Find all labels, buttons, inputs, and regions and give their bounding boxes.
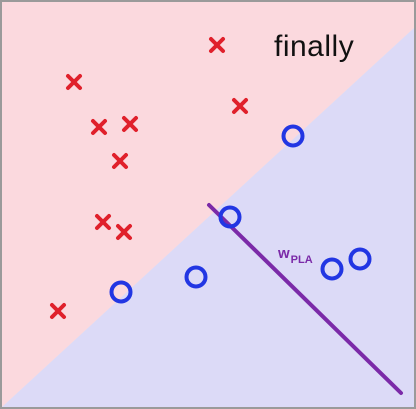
circle-point (184, 265, 208, 289)
negative-region (2, 28, 414, 407)
w-pla-vector (207, 203, 403, 395)
circle-point (320, 257, 344, 281)
circle-point (218, 205, 242, 229)
cross-point (209, 37, 225, 53)
w-pla-label-main: w (278, 245, 290, 262)
cross-point (122, 116, 138, 132)
w-pla-label-subscript: PLA (290, 254, 313, 266)
w-pla-label: wPLA (278, 245, 313, 266)
cross-point (95, 214, 111, 230)
circle-point (348, 247, 372, 271)
circle-point (281, 124, 305, 148)
circle-point (109, 280, 133, 304)
cross-point (91, 119, 107, 135)
cross-points (50, 37, 248, 319)
circle-points (109, 124, 372, 304)
cross-point (232, 98, 248, 114)
caption-text: finally (274, 30, 355, 63)
cross-point (116, 224, 132, 240)
cross-point (112, 153, 128, 169)
cross-point (66, 74, 82, 90)
cross-point (50, 303, 66, 319)
